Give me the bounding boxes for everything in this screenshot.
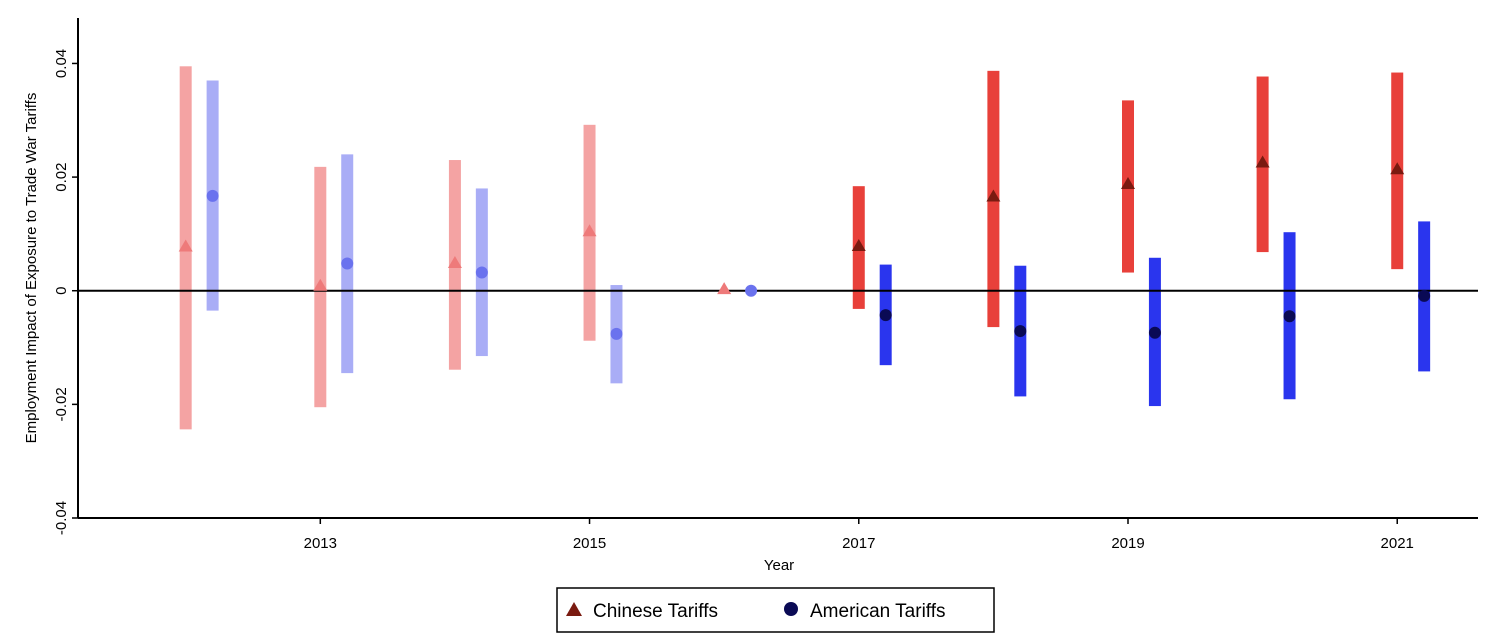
x-tick-label: 2019 bbox=[1111, 535, 1144, 552]
point-estimate-chinese-tariffs bbox=[313, 278, 328, 291]
point-estimate-markers bbox=[178, 155, 1431, 340]
point-estimate-chinese-tariffs bbox=[1121, 177, 1135, 190]
legend-marker-chinese-tariffs bbox=[566, 602, 582, 616]
point-estimate-chinese-tariffs bbox=[851, 238, 866, 251]
point-estimate-american-tariffs bbox=[610, 327, 623, 340]
axes: -0.04 -0.02 0 0.02 0.04 2013 2015 2017 2019 2021 bbox=[53, 18, 1478, 552]
point-estimate-american-tariffs bbox=[1014, 325, 1027, 338]
y-tick-label: -0.02 bbox=[53, 387, 70, 421]
point-estimate-chinese-tariffs bbox=[447, 256, 462, 269]
point-estimate-american-tariffs bbox=[475, 266, 488, 279]
y-tick-label: -0.04 bbox=[53, 501, 70, 535]
point-estimate-american-tariffs bbox=[1148, 326, 1161, 339]
y-tick-label: 0 bbox=[53, 287, 70, 295]
legend-marker-american-tariffs bbox=[784, 602, 798, 616]
point-estimate-chinese-tariffs bbox=[986, 189, 1001, 202]
y-axis-title: Employment Impact of Exposure to Trade W… bbox=[23, 93, 40, 444]
x-tick-label: 2015 bbox=[573, 535, 606, 552]
y-tick-label: 0.02 bbox=[53, 162, 70, 191]
x-axis-title: Year bbox=[764, 557, 794, 574]
x-tick-label: 2017 bbox=[842, 535, 875, 552]
legend: Chinese Tariffs American Tariffs bbox=[556, 587, 995, 633]
y-axis-title-group: Employment Impact of Exposure to Trade W… bbox=[23, 93, 40, 444]
point-estimate-american-tariffs bbox=[1418, 289, 1431, 302]
point-estimate-chinese-tariffs bbox=[717, 282, 732, 295]
point-estimate-chinese-tariffs bbox=[582, 224, 597, 237]
point-estimate-american-tariffs bbox=[745, 284, 758, 297]
legend-label-american-tariffs: American Tariffs bbox=[810, 601, 946, 622]
legend-label-chinese-tariffs: Chinese Tariffs bbox=[593, 601, 718, 622]
confidence-interval-bars bbox=[179, 66, 1431, 430]
point-estimate-chinese-tariffs bbox=[178, 239, 193, 252]
legend-box bbox=[556, 587, 995, 633]
point-estimate-chinese-tariffs bbox=[1255, 155, 1270, 168]
point-estimate-american-tariffs bbox=[1283, 310, 1296, 323]
point-estimate-american-tariffs bbox=[341, 257, 354, 270]
point-estimate-american-tariffs bbox=[879, 309, 892, 322]
x-tick-label: 2013 bbox=[304, 535, 337, 552]
x-tick-label: 2021 bbox=[1381, 535, 1414, 552]
point-estimate-chinese-tariffs bbox=[1390, 162, 1405, 175]
point-estimate-american-tariffs bbox=[206, 189, 219, 202]
y-tick-label: 0.04 bbox=[53, 49, 70, 78]
